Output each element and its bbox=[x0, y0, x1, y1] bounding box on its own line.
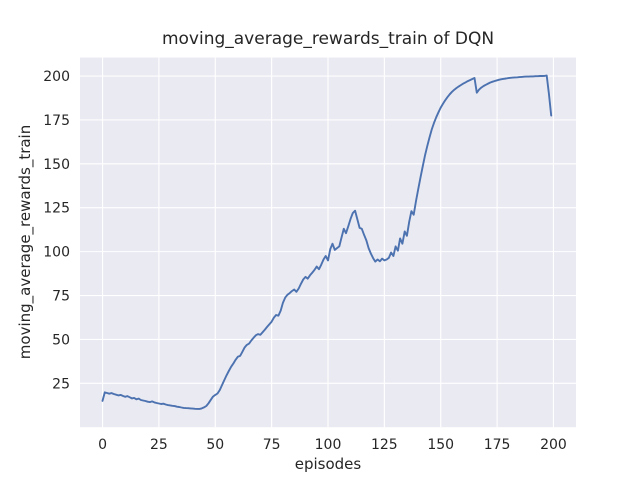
x-tick-label: 150 bbox=[427, 437, 454, 453]
x-tick-label: 200 bbox=[540, 437, 567, 453]
y-tick-label: 125 bbox=[43, 201, 70, 217]
x-grid-lines bbox=[101, 57, 555, 428]
y-tick-label: 100 bbox=[43, 245, 70, 261]
x-tick-label: 25 bbox=[150, 437, 168, 453]
data-series bbox=[101, 74, 553, 410]
y-tick-label: 75 bbox=[52, 289, 70, 305]
y-axis-tick-labels: 25 50 75 100 125 150 175 200 bbox=[43, 69, 70, 392]
x-tick-label: 100 bbox=[315, 437, 342, 453]
x-tick-label: 0 bbox=[98, 437, 107, 453]
x-axis-tick-labels: 0 25 50 75 100 125 150 175 200 bbox=[98, 437, 567, 453]
y-tick-label: 50 bbox=[52, 332, 70, 348]
series-line bbox=[101, 74, 553, 410]
chart-title: moving_average_rewards_train of DQN bbox=[162, 29, 494, 49]
y-axis-label: moving_average_rewards_train bbox=[16, 125, 35, 359]
y-grid-lines bbox=[80, 75, 576, 384]
x-tick-label: 50 bbox=[206, 437, 224, 453]
x-tick-label: 175 bbox=[484, 437, 511, 453]
x-tick-label: 75 bbox=[263, 437, 281, 453]
y-tick-label: 200 bbox=[43, 69, 70, 85]
y-tick-label: 150 bbox=[43, 157, 70, 173]
y-tick-label: 175 bbox=[43, 113, 70, 129]
y-tick-label: 25 bbox=[52, 376, 70, 392]
x-tick-label: 125 bbox=[371, 437, 398, 453]
x-axis-label: episodes bbox=[295, 455, 362, 473]
